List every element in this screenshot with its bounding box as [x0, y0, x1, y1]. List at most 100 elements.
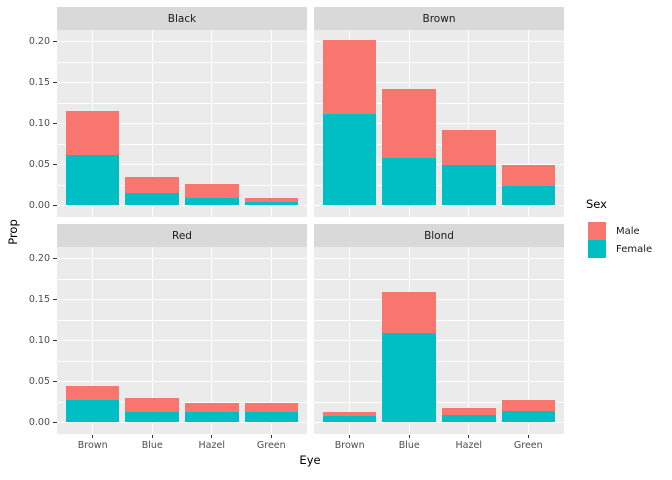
x-tick-mark [349, 434, 351, 438]
major-gridline [57, 205, 307, 207]
bar-segment-female [65, 399, 120, 422]
x-tick-mark [468, 434, 470, 438]
y-tick-label: 0.00 [28, 200, 50, 211]
x-tick-mark [211, 434, 213, 438]
major-gridline [57, 299, 307, 301]
vertical-gridline [527, 30, 529, 217]
y-tick-label: 0.00 [28, 417, 50, 428]
legend: Sex Male Female [586, 197, 672, 258]
y-tick-label: 0.05 [28, 159, 50, 170]
legend-label-female: Female [616, 243, 653, 255]
minor-gridline [57, 360, 307, 362]
facet-panel [57, 30, 307, 217]
minor-gridline [57, 143, 307, 145]
facet-panel [314, 30, 564, 217]
y-tick-mark [53, 422, 57, 424]
major-gridline [314, 164, 564, 166]
minor-gridline [314, 102, 564, 104]
major-gridline [314, 299, 564, 301]
major-gridline [314, 340, 564, 342]
x-tick-mark [270, 434, 272, 438]
facet-strip: Red [57, 224, 307, 247]
x-tick-label: Green [256, 439, 286, 451]
major-gridline [57, 381, 307, 383]
x-tick-mark [527, 434, 529, 438]
minor-gridline [57, 401, 307, 403]
minor-gridline [57, 319, 307, 321]
y-tick-mark [53, 82, 57, 84]
major-gridline [314, 258, 564, 260]
bar-segment-male [244, 198, 299, 203]
bar-segment-female [184, 412, 239, 422]
bar-segment-female [322, 416, 377, 422]
x-tick-label: Hazel [198, 439, 225, 451]
y-axis-title: Prop [6, 219, 20, 245]
major-gridline [314, 41, 564, 43]
major-gridline [57, 123, 307, 125]
facet-strip: Brown [314, 7, 564, 30]
x-tick-mark [408, 434, 410, 438]
bar-segment-male [441, 130, 496, 165]
x-tick-mark [92, 434, 94, 438]
y-tick-mark [53, 164, 57, 166]
major-gridline [57, 340, 307, 342]
major-gridline [314, 381, 564, 383]
minor-gridline [314, 143, 564, 145]
bar-segment-female [382, 157, 436, 205]
minor-gridline [57, 184, 307, 186]
bar-segment-male [244, 402, 299, 413]
major-gridline [57, 258, 307, 260]
bar-segment-female [184, 198, 239, 205]
bar-segment-female [501, 410, 556, 422]
bar-segment-male [382, 88, 436, 158]
vertical-gridline [92, 247, 94, 434]
legend-title: Sex [586, 197, 607, 211]
y-tick-label: 0.15 [28, 294, 50, 305]
y-tick-mark [53, 299, 57, 301]
x-tick-label: Blue [398, 439, 420, 451]
minor-gridline [314, 184, 564, 186]
minor-gridline [314, 278, 564, 280]
major-gridline [57, 422, 307, 424]
facet-strip: Blond [314, 224, 564, 247]
minor-gridline [314, 61, 564, 63]
major-gridline [57, 82, 307, 84]
facet-panel [57, 247, 307, 434]
minor-gridline [314, 401, 564, 403]
y-tick-mark [53, 41, 57, 43]
major-gridline [314, 422, 564, 424]
x-tick-label: Green [513, 439, 543, 451]
legend-swatch-male [588, 222, 606, 240]
bar-segment-male [322, 40, 377, 114]
y-tick-mark [53, 123, 57, 125]
vertical-gridline [151, 30, 153, 217]
vertical-gridline [468, 247, 470, 434]
vertical-gridline [527, 247, 529, 434]
y-tick-label: 0.15 [28, 77, 50, 88]
vertical-gridline [211, 247, 213, 434]
bar-segment-female [244, 412, 299, 422]
y-tick-mark [53, 258, 57, 260]
bar-segment-male [441, 408, 496, 416]
legend-swatch-female [588, 240, 606, 258]
vertical-gridline [270, 247, 272, 434]
bar-segment-female [322, 113, 377, 205]
vertical-gridline [270, 30, 272, 217]
bar-segment-female [441, 415, 496, 422]
minor-gridline [57, 102, 307, 104]
y-tick-label: 0.10 [28, 335, 50, 346]
legend-item-female: Female [586, 240, 672, 258]
bar-segment-female [125, 192, 179, 205]
major-gridline [314, 205, 564, 207]
x-tick-label: Brown [334, 439, 365, 451]
bar-segment-female [125, 412, 179, 422]
x-tick-mark [151, 434, 153, 438]
x-tick-label: Hazel [455, 439, 482, 451]
bar-segment-male [125, 398, 179, 413]
vertical-gridline [151, 247, 153, 434]
y-tick-label: 0.20 [28, 36, 50, 47]
bar-segment-female [441, 164, 496, 205]
minor-gridline [314, 319, 564, 321]
minor-gridline [57, 278, 307, 280]
